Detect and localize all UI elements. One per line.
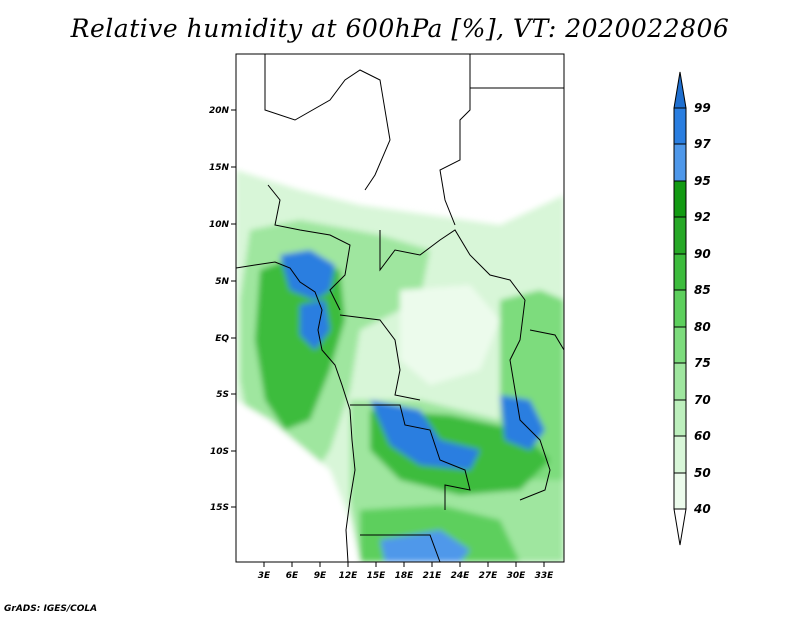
colorbar-label-95: 95 xyxy=(694,174,711,188)
border-sahara-north xyxy=(264,54,391,191)
colorbar-label-92: 92 xyxy=(694,210,711,224)
lon-label-3e: 3E xyxy=(258,571,271,581)
humidity-region-blue-drc xyxy=(370,400,480,470)
colorbar-label-90: 90 xyxy=(694,247,711,261)
colorbar-labels: 99 97 95 92 90 85 80 75 70 60 50 40 xyxy=(693,101,711,516)
colorbar-label-40: 40 xyxy=(693,502,711,516)
humidity-region-blue-south xyxy=(380,530,470,562)
humidity-region-dry-ocean xyxy=(236,400,360,562)
colorbar-segment-92-95 xyxy=(673,180,687,218)
lat-label-15s: 15S xyxy=(210,503,229,513)
border-east-lakes xyxy=(529,329,564,351)
lat-label-20n: 20N xyxy=(209,106,230,116)
lon-label-30e: 30E xyxy=(507,571,527,581)
lon-label-33e: 33E xyxy=(535,571,555,581)
humidity-field xyxy=(236,54,564,562)
lat-label-eq: EQ xyxy=(215,334,229,344)
lon-label-18e: 18E xyxy=(395,571,415,581)
colorbar-label-75: 75 xyxy=(694,356,711,370)
lon-label-6e: 6E xyxy=(286,571,299,581)
colorbar-segment-70-75 xyxy=(673,362,687,401)
colorbar-label-60: 60 xyxy=(694,429,711,443)
lon-label-15e: 15E xyxy=(367,571,387,581)
colorbar-label-80: 80 xyxy=(694,320,711,334)
lon-label-27e: 27E xyxy=(479,571,499,581)
border-libya-egypt xyxy=(439,54,471,226)
colorbar-top-arrow xyxy=(673,71,687,109)
border-east-rift xyxy=(509,299,551,501)
humidity-region-blue-gabon xyxy=(300,300,330,350)
border-zambia-south xyxy=(360,534,441,562)
colorbar-segment-60-70 xyxy=(673,399,687,437)
border-chad-car xyxy=(379,229,526,301)
country-borders xyxy=(236,54,564,562)
colorbar-segment-50-60 xyxy=(673,435,687,474)
colorbar-label-97: 97 xyxy=(694,137,711,151)
grads-credit: GrADS: IGES/COLA xyxy=(4,604,98,614)
colorbar-segment-85-90 xyxy=(673,253,687,291)
humidity-region-blue-west xyxy=(280,250,335,300)
border-nigeria-cameroon xyxy=(267,184,351,311)
colorbar-segment-90-92 xyxy=(673,216,687,255)
lon-label-21e: 21E xyxy=(423,571,443,581)
colorbar-segment-80-85 xyxy=(673,289,687,328)
colorbar-label-99: 99 xyxy=(694,101,711,115)
border-drc-angola xyxy=(350,404,471,510)
colorbar-label-85: 85 xyxy=(694,283,711,297)
colorbar-label-70: 70 xyxy=(694,393,711,407)
lat-label-10s: 10S xyxy=(210,447,229,457)
border-congo-drc xyxy=(339,314,421,401)
humidity-region-pale-basin xyxy=(400,285,500,385)
colorbar-segment-75-80 xyxy=(673,326,687,364)
humidity-region-dry-north xyxy=(236,54,564,200)
colorbar-label-50: 50 xyxy=(694,466,711,480)
humidity-region-dark-west xyxy=(255,255,345,430)
map-frame xyxy=(235,53,565,563)
colorbar-segment-95-97 xyxy=(673,143,687,182)
colorbar-bottom-arrow xyxy=(673,508,687,546)
lat-label-10n: 10N xyxy=(209,220,230,230)
lat-label-15n: 15N xyxy=(209,163,230,173)
longitude-axis: 3E 6E 9E 12E 15E 18E 21E 24E 27E 30E 33E xyxy=(258,562,554,581)
lat-label-5n: 5N xyxy=(215,277,229,287)
lat-label-5s: 5S xyxy=(216,390,229,400)
map-title: Relative humidity at 600hPa [%], VT: 202… xyxy=(70,14,730,43)
colorbar-segment-40-50 xyxy=(673,472,687,510)
latitude-axis: 20N 15N 10N 5N EQ 5S 10S 15S xyxy=(209,106,236,513)
lon-label-12e: 12E xyxy=(339,571,359,581)
colorbar xyxy=(673,71,687,546)
colorbar-segment-97-99 xyxy=(673,107,687,145)
lon-label-24e: 24E xyxy=(451,571,471,581)
coastline-west-africa xyxy=(236,261,356,562)
lon-label-9e: 9E xyxy=(314,571,327,581)
